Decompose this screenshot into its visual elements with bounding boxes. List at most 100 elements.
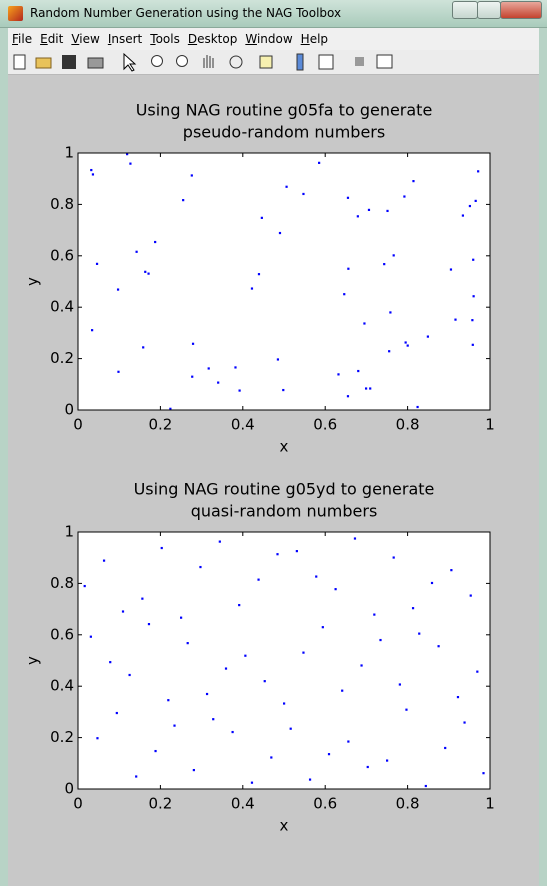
open-icon[interactable] xyxy=(35,57,52,69)
x-axis-label: x xyxy=(280,438,289,456)
point xyxy=(289,727,292,730)
save-icon[interactable] xyxy=(62,55,76,69)
point xyxy=(356,215,359,218)
menu-item[interactable]: Desktop xyxy=(187,32,238,46)
menu-item[interactable]: Insert xyxy=(107,32,143,46)
point xyxy=(398,683,401,686)
point xyxy=(192,768,195,772)
point xyxy=(386,759,389,762)
plot-area xyxy=(78,532,490,789)
point xyxy=(450,569,453,572)
menu-item[interactable]: Help xyxy=(300,32,329,46)
point xyxy=(430,581,434,585)
point xyxy=(217,381,220,384)
show-tools-icon[interactable] xyxy=(376,54,393,69)
zoom-out-icon[interactable] xyxy=(176,55,188,67)
figure: Using NAG routine g05fa to generate pseud… xyxy=(24,101,495,835)
point xyxy=(283,702,286,705)
pan-icon[interactable] xyxy=(203,55,214,68)
point xyxy=(353,537,357,540)
pointer-icon[interactable] xyxy=(123,52,137,72)
point xyxy=(186,642,189,645)
close-button[interactable] xyxy=(500,1,542,19)
point xyxy=(282,388,285,392)
point xyxy=(231,730,234,734)
point xyxy=(212,718,215,721)
chart-title: Using NAG routine g05fa to generate xyxy=(136,101,433,120)
rotate-icon[interactable] xyxy=(229,55,243,69)
point xyxy=(347,740,350,743)
point xyxy=(263,680,266,683)
point xyxy=(129,162,132,165)
menu-item[interactable]: Tools xyxy=(150,32,180,46)
point xyxy=(238,603,241,607)
x-tick-label: 0.8 xyxy=(396,416,420,434)
menu-item[interactable]: File xyxy=(12,32,33,46)
zoom-in-icon[interactable] xyxy=(151,55,163,67)
chart-title: quasi-random numbers xyxy=(191,502,378,521)
point xyxy=(405,708,408,711)
menu-item[interactable]: Edit xyxy=(40,32,64,46)
point xyxy=(412,180,415,183)
point xyxy=(337,373,340,376)
legend-icon[interactable] xyxy=(318,54,334,70)
maximize-button[interactable] xyxy=(477,1,501,19)
toolbar xyxy=(8,50,539,75)
y-tick-label: 0 xyxy=(64,401,74,419)
point xyxy=(167,699,170,702)
point xyxy=(238,389,241,392)
point xyxy=(83,584,86,588)
hide-tools-icon[interactable] xyxy=(355,57,364,66)
frame xyxy=(539,28,547,886)
x-tick-label: 0.6 xyxy=(313,416,337,434)
point xyxy=(386,209,389,213)
y-tick-label: 0.8 xyxy=(50,195,74,213)
point xyxy=(135,250,138,253)
point xyxy=(91,329,94,332)
print-icon[interactable] xyxy=(87,57,104,69)
point xyxy=(392,556,395,559)
point xyxy=(257,273,261,276)
point xyxy=(327,753,331,756)
point xyxy=(302,651,305,654)
point xyxy=(471,319,474,322)
point xyxy=(456,695,460,699)
datacursor-icon[interactable] xyxy=(259,55,273,69)
point xyxy=(308,778,312,781)
axes-box xyxy=(77,531,491,790)
point xyxy=(321,626,324,629)
point xyxy=(276,553,279,556)
point xyxy=(173,724,176,727)
menu-item[interactable]: View xyxy=(71,32,100,46)
point xyxy=(424,784,427,788)
point xyxy=(343,293,346,296)
point xyxy=(154,749,157,753)
point xyxy=(437,645,440,648)
point xyxy=(205,692,209,696)
point xyxy=(102,559,106,562)
point xyxy=(190,174,193,177)
point xyxy=(341,689,344,692)
point xyxy=(449,268,453,271)
point xyxy=(347,267,350,270)
y-tick-label: 0.8 xyxy=(50,574,74,592)
point xyxy=(411,607,415,610)
point xyxy=(96,737,99,740)
new-icon[interactable] xyxy=(13,54,26,70)
minimize-button[interactable] xyxy=(452,1,478,19)
point xyxy=(367,208,371,211)
point xyxy=(117,370,120,373)
y-tick-label: 0 xyxy=(64,780,74,798)
point xyxy=(472,258,475,261)
point xyxy=(418,632,421,635)
menu-item[interactable]: Window xyxy=(245,32,293,46)
point xyxy=(160,546,163,550)
y-tick-label: 0.2 xyxy=(50,728,74,746)
colorbar-icon[interactable] xyxy=(296,53,304,71)
menu-bar: File Edit View Insert Tools Desktop Window Help xyxy=(8,28,539,50)
point xyxy=(379,638,382,642)
x-tick-label: 1 xyxy=(485,416,495,434)
point xyxy=(444,746,447,750)
y-tick-label: 0.2 xyxy=(50,349,74,367)
